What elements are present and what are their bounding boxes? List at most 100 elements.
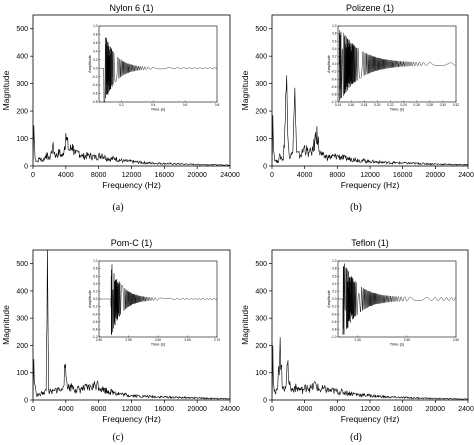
waveform-line	[99, 37, 217, 102]
inset-chart: 0.14 0.16 0.18 0.20 0.22 0.24 0.26 0.28 0.30 0.32…	[326, 24, 459, 111]
panel-caption: (d)	[350, 432, 362, 443]
inset-y-tick-label: -0.2	[331, 70, 337, 74]
x-tick-label: 16000	[393, 172, 413, 179]
y-tick-label: 0	[24, 398, 28, 405]
inset-y-tick-label: 0.0	[332, 62, 337, 66]
panel-title: Polizene (1)	[346, 3, 394, 13]
x-tick-label: 4000	[297, 172, 313, 179]
inset-x-tick-label: 2.55	[125, 338, 131, 342]
y-tick-label: 100	[255, 370, 267, 377]
inset-x-tick-label: 0.4	[151, 103, 156, 107]
y-tick-label: 400	[16, 54, 28, 61]
inset-y-tick-label: -0.2	[92, 75, 98, 79]
inset-y-tick-label: -0.6	[92, 92, 98, 96]
chart-panel-1: Nylon 6 (1)0 4000 8000 12000 16000 20000 24000…	[1, 3, 240, 213]
x-tick-label: 0	[270, 406, 274, 413]
inset-y-tick-label: -0.8	[92, 100, 98, 104]
x-tick-label: 24000	[458, 406, 474, 413]
inset-y-axis-label: Amplitude	[326, 289, 331, 308]
x-tick-label: 8000	[91, 172, 107, 179]
inset-x-tick-label: 0.32	[453, 103, 459, 107]
x-tick-label: 0	[270, 172, 274, 179]
y-tick-label: 400	[255, 288, 267, 295]
x-tick-label: 12000	[360, 172, 380, 179]
inset-y-tick-label: 0.6	[332, 39, 337, 43]
inset-y-tick-label: -0.6	[92, 320, 98, 324]
inset-x-tick-label: 0.30	[440, 103, 446, 107]
inset-y-tick-label: 0.4	[332, 282, 337, 286]
panel-title: Teflon (1)	[351, 238, 389, 248]
x-tick-label: 4000	[297, 406, 313, 413]
y-tick-label: 400	[255, 54, 267, 61]
inset-y-tick-label: 0.4	[93, 49, 98, 53]
inset-x-tick-label: 0.26	[414, 103, 420, 107]
inset-y-tick-label: 0.4	[93, 282, 98, 286]
inset-y-tick-label: 1.0	[93, 24, 98, 28]
waveform-line	[99, 264, 217, 335]
y-tick-label: 300	[16, 81, 28, 88]
inset-y-tick-label: 0.6	[93, 41, 98, 45]
inset-x-tick-label: 0.14	[335, 103, 341, 107]
x-tick-label: 8000	[91, 406, 107, 413]
inset-y-tick-label: 0.8	[93, 267, 98, 271]
y-axis-label: Magnitude	[240, 305, 250, 345]
inset-y-tick-label: 0.0	[93, 66, 98, 70]
y-tick-label: 100	[255, 136, 267, 143]
inset-chart: 2.40 2.45 2.50 -1.0 -0.8 -0.6 -0.4 -0.2 0.0 0.2 0.…	[326, 259, 459, 346]
x-tick-label: 20000	[187, 406, 207, 413]
inset-y-tick-label: 0.2	[93, 290, 98, 294]
inset-y-tick-label: 0.4	[332, 47, 337, 51]
y-tick-label: 0	[24, 164, 28, 171]
y-tick-label: 300	[255, 316, 267, 323]
y-tick-label: 200	[16, 109, 28, 116]
x-tick-label: 4000	[58, 406, 74, 413]
inset-y-tick-label: -0.8	[331, 93, 337, 97]
panel-caption: (a)	[112, 202, 123, 213]
inset-x-tick-label: 0.20	[374, 103, 380, 107]
panel-caption: (c)	[112, 432, 123, 443]
y-tick-label: 400	[16, 288, 28, 295]
inset-x-axis-label: Time (s)	[390, 107, 405, 112]
inset-y-tick-label: -0.4	[331, 77, 337, 81]
y-tick-label: 300	[255, 81, 267, 88]
inset-y-tick-label: -0.6	[331, 320, 337, 324]
panel-title: Pom-C (1)	[111, 238, 153, 248]
y-axis-label: Magnitude	[1, 305, 11, 345]
x-tick-label: 12000	[360, 406, 380, 413]
inset-y-tick-label: 0.6	[93, 274, 98, 278]
y-tick-label: 200	[16, 343, 28, 350]
y-tick-label: 100	[16, 136, 28, 143]
inset-y-tick-label: -0.6	[331, 85, 337, 89]
y-axis-label: Magnitude	[240, 70, 250, 110]
inset-chart: 2.50 2.55 2.60 2.65 2.70 -1.0 -0.8 -0.6 -0.4 -0.2…	[87, 259, 220, 346]
x-tick-label: 8000	[330, 172, 346, 179]
y-tick-label: 200	[255, 343, 267, 350]
inset-x-axis-label: Time (s)	[390, 342, 405, 347]
inset-y-tick-label: 1.0	[93, 259, 98, 263]
inset-x-tick-label: 0.22	[387, 103, 393, 107]
x-tick-label: 24000	[220, 172, 240, 179]
inset-x-tick-label: 0.2	[119, 103, 124, 107]
y-tick-label: 0	[263, 164, 267, 171]
chart-panel-3: Pom-C (1) 0 4000 8000 12000 16000 20000 24000 0 1…	[1, 238, 240, 443]
inset-y-tick-label: -0.8	[331, 328, 337, 332]
inset-y-tick-label: 0.2	[93, 58, 98, 62]
inset-frame	[98, 25, 218, 103]
inset-x-tick-label: 2.40	[355, 338, 361, 342]
inset-x-tick-label: 0.8	[215, 103, 220, 107]
waveform-line	[338, 30, 456, 101]
inset-x-tick-label: 2.45	[404, 338, 410, 342]
x-tick-label: 4000	[58, 172, 74, 179]
inset-y-tick-label: 0.8	[332, 267, 337, 271]
y-tick-label: 300	[16, 316, 28, 323]
inset-y-tick-label: -0.4	[331, 312, 337, 316]
inset-y-tick-label: -0.4	[92, 83, 98, 87]
inset-y-tick-label: -0.4	[92, 312, 98, 316]
y-axis-label: Magnitude	[1, 70, 11, 110]
x-tick-label: 24000	[220, 406, 240, 413]
inset-y-axis-label: Amplitude	[87, 54, 92, 73]
inset-x-axis-label: Time (s)	[151, 107, 166, 112]
inset-x-tick-label: 0.24	[400, 103, 406, 107]
inset-y-tick-label: 1.0	[332, 259, 337, 263]
